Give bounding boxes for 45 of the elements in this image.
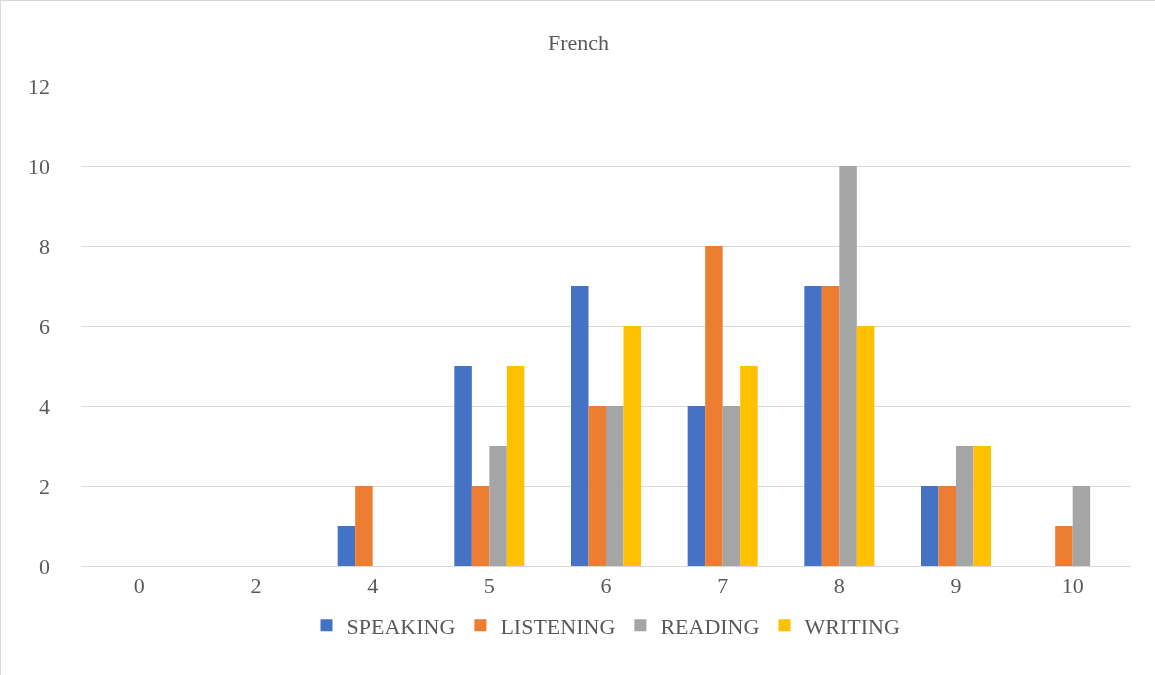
bar <box>337 526 356 566</box>
bar <box>623 326 641 566</box>
legend-label: WRITING <box>804 613 900 639</box>
x-tick-label: 2 <box>250 573 262 599</box>
bar <box>821 286 840 566</box>
y-tick-label: 4 <box>39 393 50 419</box>
bar <box>489 446 507 566</box>
bar <box>973 446 991 566</box>
legend-label: LISTENING <box>500 613 616 639</box>
bar <box>839 166 857 566</box>
bar <box>687 406 706 566</box>
y-tick-label: 10 <box>28 153 50 179</box>
bar <box>454 366 472 566</box>
chart-title: French <box>547 30 610 56</box>
bar <box>938 486 956 566</box>
bar <box>588 406 606 566</box>
bar <box>856 326 875 566</box>
bar <box>471 486 490 566</box>
x-tick-label: 0 <box>133 573 145 599</box>
x-tick-label: 7 <box>717 573 729 599</box>
bar <box>1055 526 1073 566</box>
bar <box>722 406 741 566</box>
y-tick-label: 8 <box>39 233 50 259</box>
bar <box>1072 486 1091 566</box>
y-tick-label: 0 <box>39 553 50 579</box>
bar <box>506 366 525 566</box>
x-tick-label: 8 <box>833 573 845 599</box>
x-tick-label: 6 <box>600 573 612 599</box>
legend-label: SPEAKING <box>346 613 456 639</box>
bar <box>705 246 723 566</box>
x-tick-label: 10 <box>1061 573 1084 599</box>
bar <box>571 286 589 566</box>
bar <box>606 406 624 566</box>
y-tick-label: 6 <box>39 313 50 339</box>
bar <box>740 366 758 566</box>
bar <box>804 286 822 566</box>
bar <box>921 486 939 566</box>
y-tick-label: 2 <box>39 473 50 499</box>
x-tick-label: 4 <box>367 573 379 599</box>
bar <box>355 486 373 566</box>
legend-label: READING <box>660 613 760 639</box>
x-tick-label: 9 <box>950 573 962 599</box>
x-tick-label: 5 <box>483 573 495 599</box>
y-tick-label: 12 <box>28 73 50 99</box>
bar <box>956 446 974 566</box>
